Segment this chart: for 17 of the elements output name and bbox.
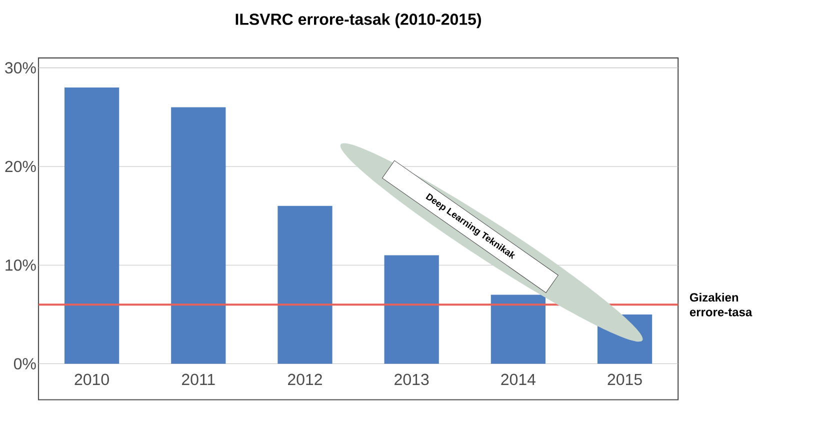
y-tick-label: 10% xyxy=(6,260,36,271)
x-tick-label: 2010 xyxy=(74,374,109,386)
bar xyxy=(64,88,120,364)
y-tick-label: 30% xyxy=(5,62,36,74)
bar xyxy=(278,206,332,364)
bar xyxy=(490,294,546,364)
x-tick-label: 2014 xyxy=(501,374,536,386)
x-tick-label: 2012 xyxy=(288,374,322,386)
bar xyxy=(171,107,226,364)
x-tick-label: 2013 xyxy=(394,374,429,386)
x-tick-label: 2011 xyxy=(182,374,215,386)
chart-title: ILSVRC errore-tasak (2010-2015) xyxy=(236,13,481,28)
x-tick-label: 2015 xyxy=(608,374,642,386)
ref-line-label: Gizakien errore-tasa xyxy=(690,292,752,316)
y-tick-label: 20% xyxy=(5,160,36,172)
bar xyxy=(384,255,439,364)
y-tick-label: 0% xyxy=(14,358,36,370)
